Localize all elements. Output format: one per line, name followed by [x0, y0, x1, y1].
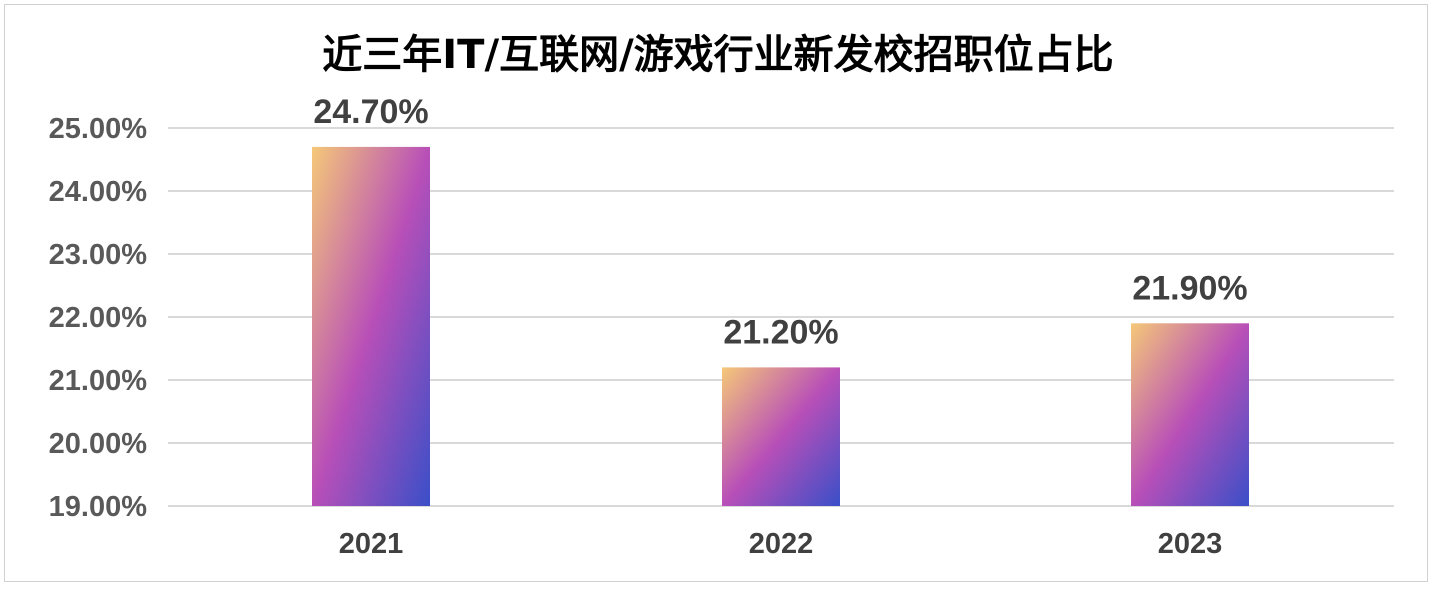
chart-title: 近三年IT/互联网/游戏行业新发校招职位占比 [322, 32, 1113, 78]
data-label: 21.90% [1132, 269, 1247, 307]
bar [312, 146, 430, 506]
data-label: 24.70% [313, 93, 428, 131]
y-tick-label: 24.00% [49, 176, 148, 208]
y-tick-label: 21.00% [49, 365, 148, 397]
y-tick-label: 23.00% [49, 239, 148, 271]
y-axis-tick-labels: 19.00% 20.00% 21.00% 22.00% 23.00% 24.00% 25.0… [49, 113, 148, 523]
bars [312, 146, 1249, 506]
bar [722, 367, 840, 506]
y-tick-label: 22.00% [49, 302, 148, 334]
x-axis-category-labels: 2021 2022 2023 [339, 528, 1223, 560]
x-category-label: 2023 [1158, 528, 1223, 560]
bar [1131, 323, 1249, 506]
data-labels: 24.70% 21.20% 21.90% [313, 93, 1247, 351]
y-tick-label: 20.00% [49, 428, 148, 460]
y-tick-label: 19.00% [49, 491, 148, 523]
x-category-label: 2021 [339, 528, 404, 560]
data-label: 21.20% [723, 313, 838, 351]
x-category-label: 2022 [749, 528, 814, 560]
y-tick-label: 25.00% [49, 113, 148, 145]
